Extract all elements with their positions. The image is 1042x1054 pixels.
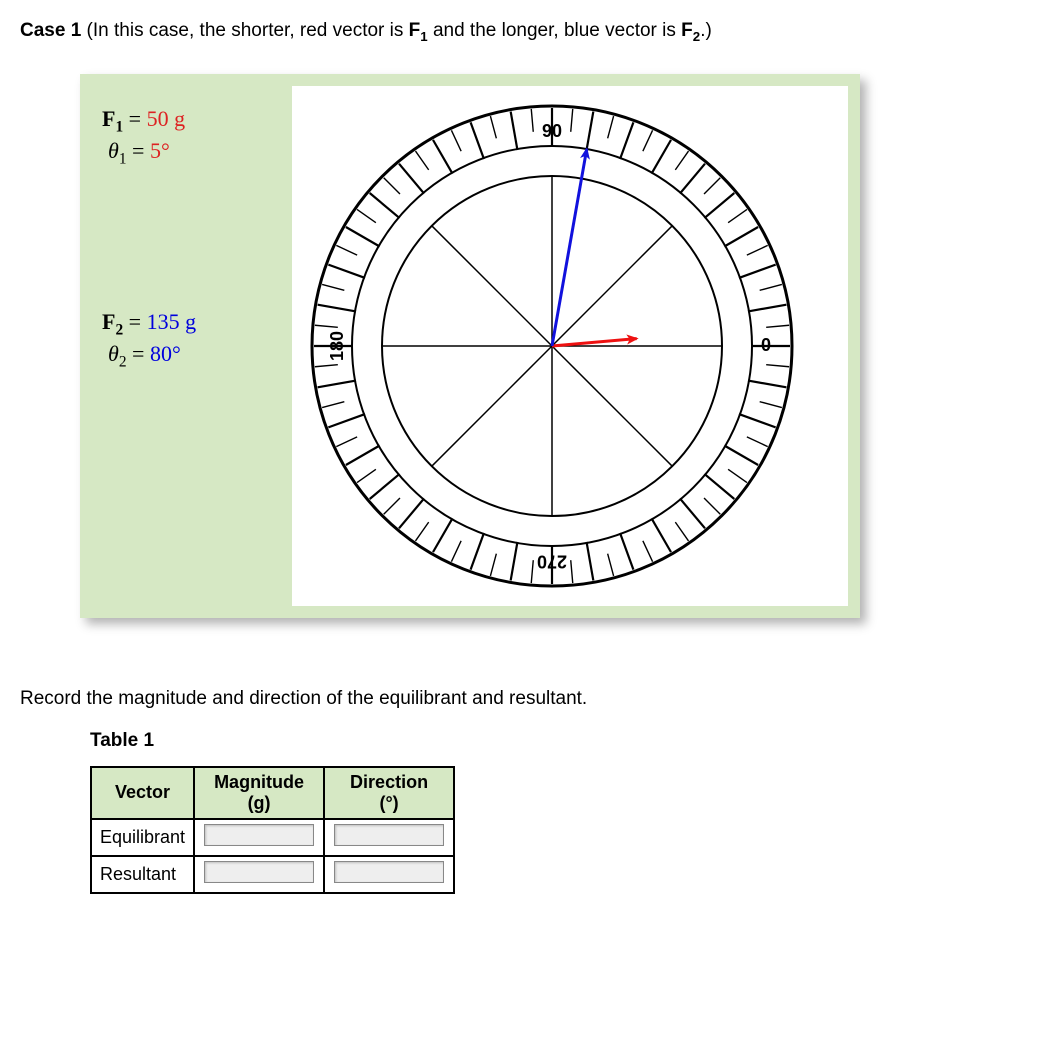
- diagram-card: F1 = 50 g θ1 = 5° F2 = 135 g θ2 = 80° 0 9…: [80, 74, 860, 618]
- instruction-text: Record the magnitude and direction of th…: [20, 688, 1022, 710]
- col-magnitude: Magnitude(g): [194, 767, 324, 819]
- force-2-block: F2 = 135 g θ2 = 80°: [102, 309, 282, 372]
- svg-text:180: 180: [327, 331, 347, 361]
- force-dial: 0 90 180 270: [292, 86, 832, 606]
- dial-panel: 0 90 180 270: [292, 86, 848, 606]
- table-row: Equilibrant: [91, 819, 454, 856]
- col-direction: Direction(°): [324, 767, 454, 819]
- table-row: Resultant: [91, 856, 454, 893]
- f1-angle: 5°: [150, 138, 170, 163]
- svg-text:270: 270: [537, 551, 567, 571]
- col-vector: Vector: [91, 767, 194, 819]
- row-label: Equilibrant: [91, 819, 194, 856]
- direction-input[interactable]: [334, 824, 444, 846]
- case-heading: Case 1 (In this case, the shorter, red v…: [20, 20, 1022, 44]
- f2-angle: 80°: [150, 341, 181, 366]
- direction-input[interactable]: [334, 861, 444, 883]
- magnitude-input[interactable]: [204, 824, 314, 846]
- results-table: Vector Magnitude(g) Direction(°) Equilib…: [90, 766, 455, 894]
- f2-magnitude: 135 g: [147, 309, 197, 334]
- f1-magnitude: 50 g: [147, 106, 186, 131]
- magnitude-input[interactable]: [204, 861, 314, 883]
- case-number: Case 1: [20, 20, 81, 41]
- force-parameters: F1 = 50 g θ1 = 5° F2 = 135 g θ2 = 80°: [92, 86, 292, 606]
- table-title: Table 1: [90, 730, 1022, 752]
- svg-text:0: 0: [761, 335, 771, 355]
- row-label: Resultant: [91, 856, 194, 893]
- svg-text:90: 90: [542, 121, 562, 141]
- force-1-block: F1 = 50 g θ1 = 5°: [102, 106, 282, 169]
